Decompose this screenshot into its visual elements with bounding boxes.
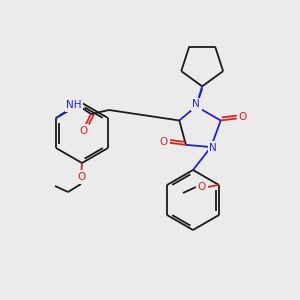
Text: O: O [238,112,247,122]
Text: NH: NH [66,100,82,110]
Text: N: N [209,143,217,153]
Text: O: O [77,172,85,182]
Text: O: O [198,182,206,192]
Text: N: N [192,99,200,109]
Text: O: O [79,126,87,136]
Text: O: O [160,137,168,147]
